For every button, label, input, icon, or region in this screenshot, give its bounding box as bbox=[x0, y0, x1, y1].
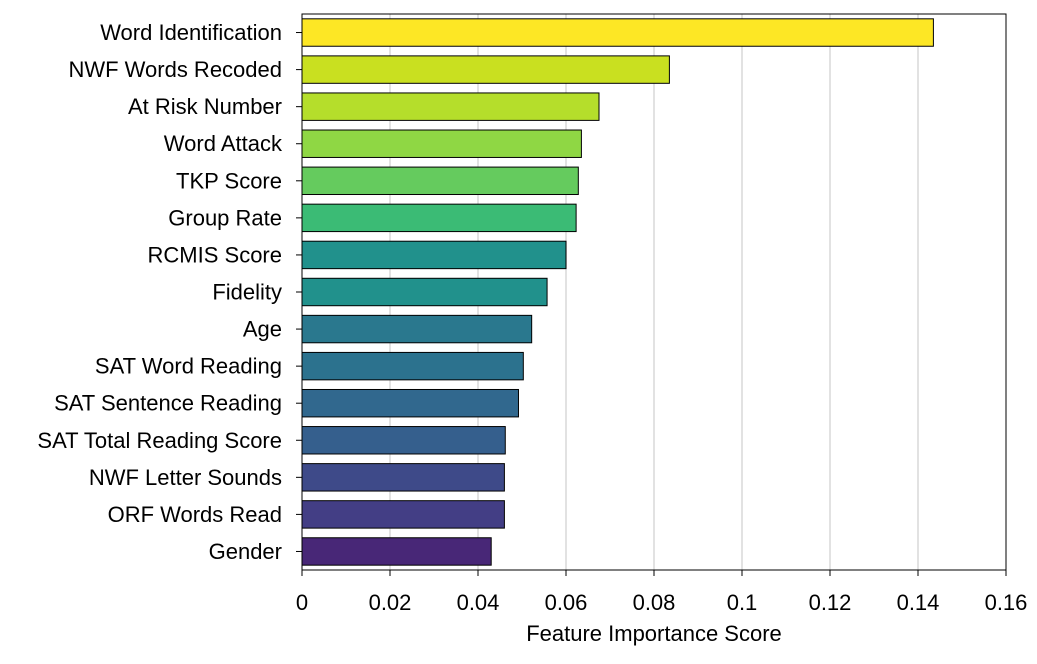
x-tick-label: 0.04 bbox=[457, 590, 500, 615]
category-label: TKP Score bbox=[176, 168, 282, 193]
category-label: SAT Word Reading bbox=[95, 354, 282, 379]
category-labels: Word Identification NWF Words Recoded At R… bbox=[37, 20, 283, 564]
x-tick-label: 0.16 bbox=[985, 590, 1028, 615]
y-ticks bbox=[296, 32, 302, 552]
x-tick-label: 0.02 bbox=[369, 590, 412, 615]
category-label: SAT Sentence Reading bbox=[54, 391, 282, 416]
category-label: Word Identification bbox=[100, 20, 282, 45]
bar bbox=[301, 500, 505, 529]
bar bbox=[301, 426, 506, 455]
category-label: RCMIS Score bbox=[148, 242, 282, 267]
bars bbox=[301, 18, 934, 566]
category-label: SAT Total Reading Score bbox=[37, 428, 282, 453]
bar bbox=[301, 314, 533, 344]
x-tick-labels: 0 0.02 0.04 0.06 0.08 0.1 0.12 0.14 0.16 bbox=[296, 590, 1028, 615]
bar bbox=[301, 351, 524, 381]
bar bbox=[301, 537, 492, 566]
category-label: Age bbox=[243, 317, 282, 342]
category-label: Fidelity bbox=[212, 280, 282, 305]
category-label: Group Rate bbox=[168, 205, 282, 230]
bar bbox=[301, 388, 519, 418]
bar bbox=[301, 129, 582, 158]
x-axis-title: Feature Importance Score bbox=[526, 621, 782, 646]
x-tick-label: 0.08 bbox=[633, 590, 676, 615]
category-label: NWF Words Recoded bbox=[68, 57, 282, 82]
x-tick-label: 0.12 bbox=[809, 590, 852, 615]
bar bbox=[301, 277, 548, 307]
bar bbox=[301, 240, 567, 270]
category-label: NWF Letter Sounds bbox=[89, 465, 282, 490]
category-label: ORF Words Read bbox=[108, 502, 282, 527]
bar bbox=[301, 463, 505, 492]
x-tick-label: 0.06 bbox=[545, 590, 588, 615]
category-label: At Risk Number bbox=[128, 94, 282, 119]
x-ticks bbox=[301, 570, 1007, 576]
category-label: Word Attack bbox=[164, 131, 283, 156]
x-tick-label: 0.14 bbox=[897, 590, 940, 615]
bar bbox=[301, 55, 670, 84]
category-label: Gender bbox=[209, 539, 282, 564]
x-tick-label: 0 bbox=[296, 590, 308, 615]
bar bbox=[301, 92, 600, 121]
bar bbox=[301, 203, 577, 233]
bar bbox=[301, 18, 934, 47]
x-tick-label: 0.1 bbox=[727, 590, 758, 615]
bar bbox=[301, 166, 579, 196]
